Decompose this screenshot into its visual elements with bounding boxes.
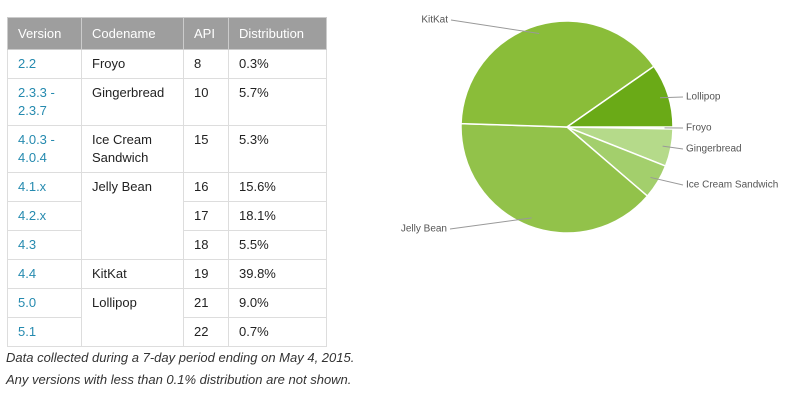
- version-link[interactable]: 5.0: [7, 288, 82, 318]
- table-row: 2.2 Froyo 8 0.3%: [7, 49, 327, 79]
- codename: Jelly Bean: [81, 172, 184, 260]
- pie-slice: [460, 122, 649, 234]
- distribution: 15.6%: [228, 172, 327, 202]
- pie-slice: [564, 65, 674, 128]
- slice-label: Gingerbread: [686, 144, 742, 155]
- version-link[interactable]: 2.2: [7, 49, 82, 79]
- leader-line: [660, 96, 684, 99]
- distribution: 0.7%: [228, 317, 327, 347]
- leader-line: [449, 217, 532, 230]
- table-row: 4.1.x Jelly Bean 16 15.6%: [7, 172, 327, 260]
- leader-line: [450, 19, 540, 35]
- table-row: 4.3 18 5.5%: [7, 230, 327, 260]
- leader-line: [650, 176, 684, 186]
- footnote: Data collected during a 7-day period end…: [6, 350, 355, 365]
- column-header: Version: [7, 17, 82, 50]
- version-link[interactable]: 4.0.3 - 4.0.4: [7, 125, 82, 173]
- pie-slice: [460, 20, 655, 128]
- header-row: Version Codename API Distribution: [7, 17, 327, 50]
- version-link[interactable]: 2.3.3 - 2.3.7: [7, 78, 82, 126]
- footnote: Any versions with less than 0.1% distrib…: [6, 372, 352, 387]
- slice-label: Lollipop: [686, 92, 721, 103]
- codename: Ice Cream Sandwich: [81, 125, 184, 173]
- api-level: 8: [183, 49, 229, 79]
- table-row: 5.1 22 0.7%: [7, 317, 327, 347]
- codename: Lollipop: [81, 288, 184, 347]
- table-row: 5.0 Lollipop 21 9.0%: [7, 288, 327, 347]
- api-level: 21: [183, 288, 229, 318]
- column-header: Distribution: [228, 17, 327, 50]
- leader-line: [662, 145, 684, 150]
- table-row: 4.4 KitKat 19 39.8%: [7, 259, 327, 289]
- codename: Gingerbread: [81, 78, 184, 126]
- slice-label: Froyo: [686, 123, 712, 134]
- api-level: 16: [183, 172, 229, 202]
- distribution: 5.3%: [228, 125, 327, 173]
- slice-label: Jelly Bean: [401, 224, 447, 235]
- version-link[interactable]: 4.4: [7, 259, 82, 289]
- version-link[interactable]: 4.2.x: [7, 201, 82, 231]
- api-level: 22: [183, 317, 229, 347]
- version-link[interactable]: 5.1: [7, 317, 82, 347]
- table-row: 4.0.3 - 4.0.4 Ice Cream Sandwich 15 5.3%: [7, 125, 327, 173]
- codename: KitKat: [81, 259, 184, 289]
- slice-label: Ice Cream Sandwich: [686, 180, 778, 191]
- codename: Froyo: [81, 49, 184, 79]
- distribution: 5.5%: [228, 230, 327, 260]
- slice-label: KitKat: [421, 15, 448, 26]
- distribution: 5.7%: [228, 78, 327, 126]
- api-level: 10: [183, 78, 229, 126]
- table-row: 2.3.3 - 2.3.7 Gingerbread 10 5.7%: [7, 78, 327, 126]
- api-level: 18: [183, 230, 229, 260]
- distribution-table: Version Codename API Distribution 2.2 Froyo 8 0…: [7, 17, 327, 347]
